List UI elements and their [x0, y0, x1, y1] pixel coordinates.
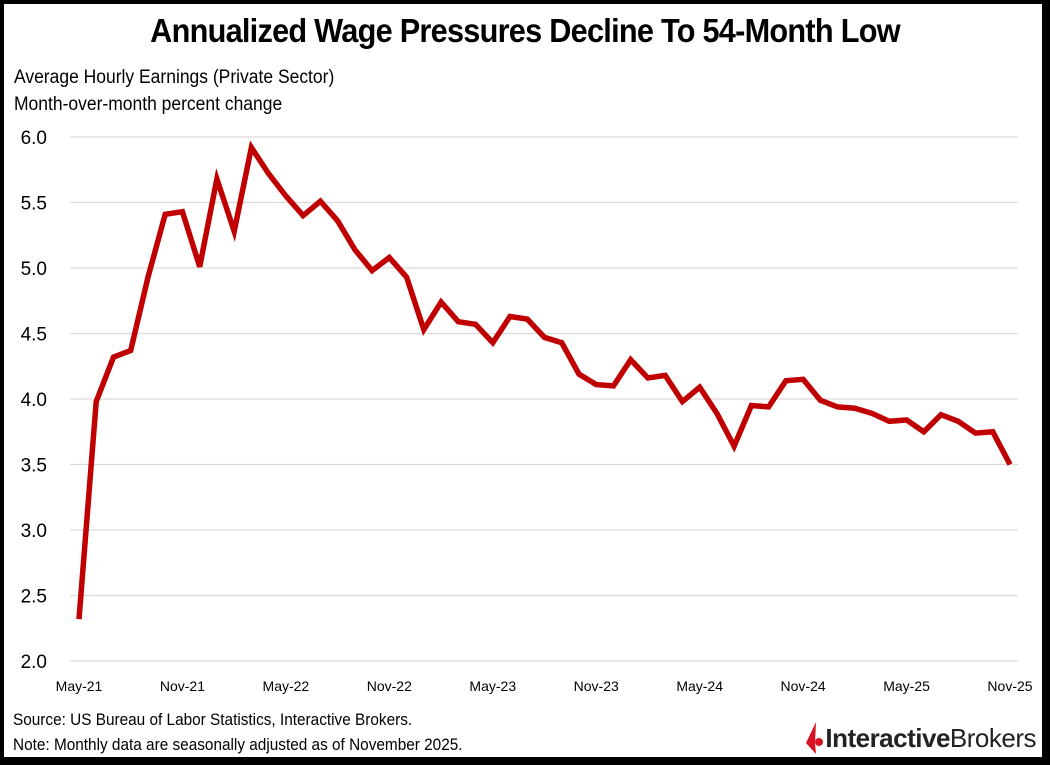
y-tick-label: 6.0 [21, 128, 47, 149]
chart-subtitle-line-1: Average Hourly Earnings (Private Sector) [14, 67, 335, 88]
x-tick-label: May-24 [676, 678, 723, 694]
logo-text-regular: Brokers [949, 722, 1037, 753]
chart-title: Annualized Wage Pressures Decline To 54-… [150, 12, 900, 49]
line-chart: 2.0 2.5 3.0 3.5 4.0 4.5 5.0 5.5 6.0 May-21 Nov-21… [21, 128, 1033, 694]
chart-frame [4, 4, 1042, 757]
x-tick-label: May-23 [469, 678, 516, 694]
series-line-average-hourly-earnings [76, 140, 1013, 620]
x-tick-label: Nov-23 [574, 678, 619, 694]
chart-subtitle-line-2: Month-over-month percent change [14, 94, 283, 115]
x-tick-label: Nov-21 [160, 678, 205, 694]
y-tick-label: 3.0 [21, 521, 47, 542]
x-axis-tick-labels: May-21 Nov-21 May-22 Nov-22 May-23 Nov-23 May-… [56, 678, 1033, 694]
y-axis-tick-labels: 2.0 2.5 3.0 3.5 4.0 4.5 5.0 5.5 6.0 [21, 128, 47, 673]
x-tick-label: Nov-24 [781, 678, 826, 694]
ib-logo-icon [806, 722, 824, 754]
y-tick-label: 5.5 [21, 194, 47, 215]
x-tick-label: May-21 [56, 678, 103, 694]
x-tick-label: Nov-22 [367, 678, 412, 694]
interactive-brokers-logo: InteractiveBrokers [803, 720, 1037, 756]
x-tick-label: May-22 [263, 678, 310, 694]
logo-text-bold: Interactive [825, 722, 950, 753]
data-note: Note: Monthly data are seasonally adjust… [13, 736, 463, 754]
source-note: Source: US Bureau of Labor Statistics, I… [13, 711, 413, 729]
logo-wordmark: InteractiveBrokers [825, 723, 1036, 754]
gridlines [70, 136, 1018, 662]
y-tick-label: 2.0 [21, 652, 47, 673]
y-tick-label: 2.5 [21, 587, 47, 608]
x-tick-label: May-25 [883, 678, 930, 694]
series-layer [76, 140, 1013, 620]
y-tick-label: 4.0 [21, 390, 47, 411]
y-tick-label: 5.0 [21, 259, 47, 280]
y-tick-label: 3.5 [21, 456, 47, 477]
x-tick-label: Nov-25 [987, 678, 1032, 694]
y-tick-label: 4.5 [21, 325, 47, 346]
